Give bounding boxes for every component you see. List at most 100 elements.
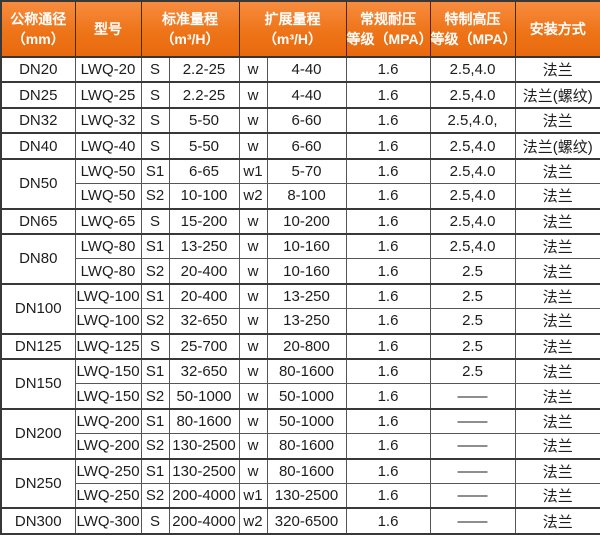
std-range-cell: 80-1600 (168, 407, 240, 435)
model-cell: LWQ-100 (74, 308, 142, 335)
regular-pressure-cell: 1.6 (345, 358, 431, 385)
ext-range-cell: 8-100 (266, 183, 347, 210)
regular-pressure-cell: 1.6 (345, 483, 431, 509)
std-code-cell: S1 (140, 358, 170, 385)
diameter-cell: DN100 (0, 282, 76, 335)
ext-code-cell: w (238, 358, 268, 385)
model-cell: LWQ-250 (74, 457, 142, 485)
header-special-pressure: 特制高压 等级（MPA） (429, 0, 517, 58)
std-code-cell: S (140, 507, 170, 535)
regular-pressure-cell: 1.6 (345, 507, 431, 535)
special-pressure-cell: 2.5,4.0 (429, 183, 516, 210)
std-code-cell: S2 (140, 433, 170, 460)
table-row: DN32 LWQ-32 S 5-50 w 6-60 1.6 2.5,4.0, 法兰 (0, 106, 600, 134)
special-pressure-cell: 2.5 (429, 258, 516, 285)
regular-pressure-cell: 1.6 (345, 55, 431, 83)
diameter-cell: DN250 (0, 457, 76, 509)
ext-code-cell: w (238, 407, 268, 435)
table-row: DN200 LWQ-200 S1 80-1600 w 50-1000 1.6 —— 法兰 (0, 407, 600, 460)
special-pressure-cell: —— (429, 407, 516, 435)
std-code-cell: S2 (140, 183, 170, 210)
model-cell: LWQ-200 (74, 407, 142, 435)
regular-pressure-cell: 1.6 (345, 106, 431, 134)
ext-range-cell: 10-160 (266, 258, 347, 285)
std-range-cell: 10-100 (168, 183, 240, 210)
install-cell: 法兰 (514, 483, 600, 509)
ext-code-cell: w (238, 132, 268, 160)
header-row: 公称通径 （mm） 型号 标准量程 （m³/H） 扩展量程 （m³/H） 常规耐… (0, 0, 600, 58)
install-cell: 法兰 (514, 207, 600, 235)
model-cell: LWQ-80 (74, 258, 142, 285)
table-body: DN20 LWQ-20 S 2.2-25 w 4-40 1.6 2.5,4.0 法兰 DN25 LW… (0, 55, 600, 535)
model-cell: LWQ-200 (74, 433, 142, 460)
ext-code-cell: w (238, 106, 268, 134)
ext-range-cell: 320-6500 (266, 507, 347, 535)
model-cell: LWQ-65 (74, 207, 142, 235)
ext-code-cell: w (238, 433, 268, 460)
table-row: DN100 LWQ-100 S1 20-400 w 13-250 1.6 2.5 法兰 (0, 282, 600, 335)
model-cell: LWQ-25 (74, 81, 142, 109)
table-row: DN150 LWQ-150 S1 32-650 w 80-1600 1.6 2.5 法兰 (0, 358, 600, 410)
std-code-cell: S2 (140, 258, 170, 285)
std-range-cell: 6-65 (168, 157, 240, 185)
ext-code-cell: w (238, 55, 268, 83)
special-pressure-cell: 2.5,4.0 (429, 233, 516, 260)
install-cell: 法兰 (514, 433, 600, 460)
ext-code-cell: w (238, 207, 268, 235)
header-model: 型号 (74, 0, 142, 58)
regular-pressure-cell: 1.6 (345, 332, 431, 360)
header-diameter: 公称通径 （mm） (0, 0, 76, 58)
regular-pressure-cell: 1.6 (345, 132, 431, 160)
std-code-cell: S1 (140, 157, 170, 185)
diameter-cell: DN40 (0, 132, 76, 160)
std-range-cell: 2.2-25 (168, 81, 240, 109)
model-cell: LWQ-50 (74, 157, 142, 185)
regular-pressure-cell: 1.6 (345, 457, 431, 485)
ext-range-cell: 4-40 (266, 81, 347, 109)
ext-range-cell: 5-70 (266, 157, 347, 185)
std-code-cell: S (140, 207, 170, 235)
ext-range-cell: 4-40 (266, 55, 347, 83)
std-code-cell: S1 (140, 407, 170, 435)
ext-code-cell: w2 (238, 507, 268, 535)
header-install: 安装方式 (514, 0, 600, 58)
install-cell: 法兰 (514, 106, 600, 134)
diameter-cell: DN20 (0, 55, 76, 83)
std-code-cell: S1 (140, 233, 170, 260)
install-cell: 法兰 (514, 282, 600, 310)
install-cell: 法兰 (514, 308, 600, 335)
std-range-cell: 5-50 (168, 132, 240, 160)
std-range-cell: 130-2500 (168, 457, 240, 485)
special-pressure-cell: 2.5 (429, 358, 516, 385)
std-range-cell: 200-4000 (168, 507, 240, 535)
ext-range-cell: 80-1600 (266, 433, 347, 460)
std-code-cell: S (140, 132, 170, 160)
model-cell: LWQ-125 (74, 332, 142, 360)
install-cell: 法兰 (514, 55, 600, 83)
ext-range-cell: 10-160 (266, 233, 347, 260)
std-range-cell: 20-400 (168, 258, 240, 285)
ext-code-cell: w (238, 258, 268, 285)
diameter-cell: DN80 (0, 233, 76, 285)
regular-pressure-cell: 1.6 (345, 407, 431, 435)
model-cell: LWQ-80 (74, 233, 142, 260)
regular-pressure-cell: 1.6 (345, 383, 431, 410)
ext-code-cell: w (238, 332, 268, 360)
ext-code-cell: w2 (238, 183, 268, 210)
model-cell: LWQ-50 (74, 183, 142, 210)
ext-range-cell: 10-200 (266, 207, 347, 235)
install-cell: 法兰 (514, 258, 600, 285)
special-pressure-cell: 2.5 (429, 282, 516, 310)
std-range-cell: 15-200 (168, 207, 240, 235)
regular-pressure-cell: 1.6 (345, 282, 431, 310)
install-cell: 法兰 (514, 383, 600, 410)
ext-range-cell: 80-1600 (266, 358, 347, 385)
ext-range-cell: 6-60 (266, 132, 347, 160)
model-cell: LWQ-32 (74, 106, 142, 134)
special-pressure-cell: 2.5,4.0 (429, 157, 516, 185)
diameter-cell: DN300 (0, 507, 76, 535)
std-code-cell: S1 (140, 282, 170, 310)
special-pressure-cell: —— (429, 433, 516, 460)
ext-code-cell: w (238, 233, 268, 260)
std-code-cell: S (140, 55, 170, 83)
